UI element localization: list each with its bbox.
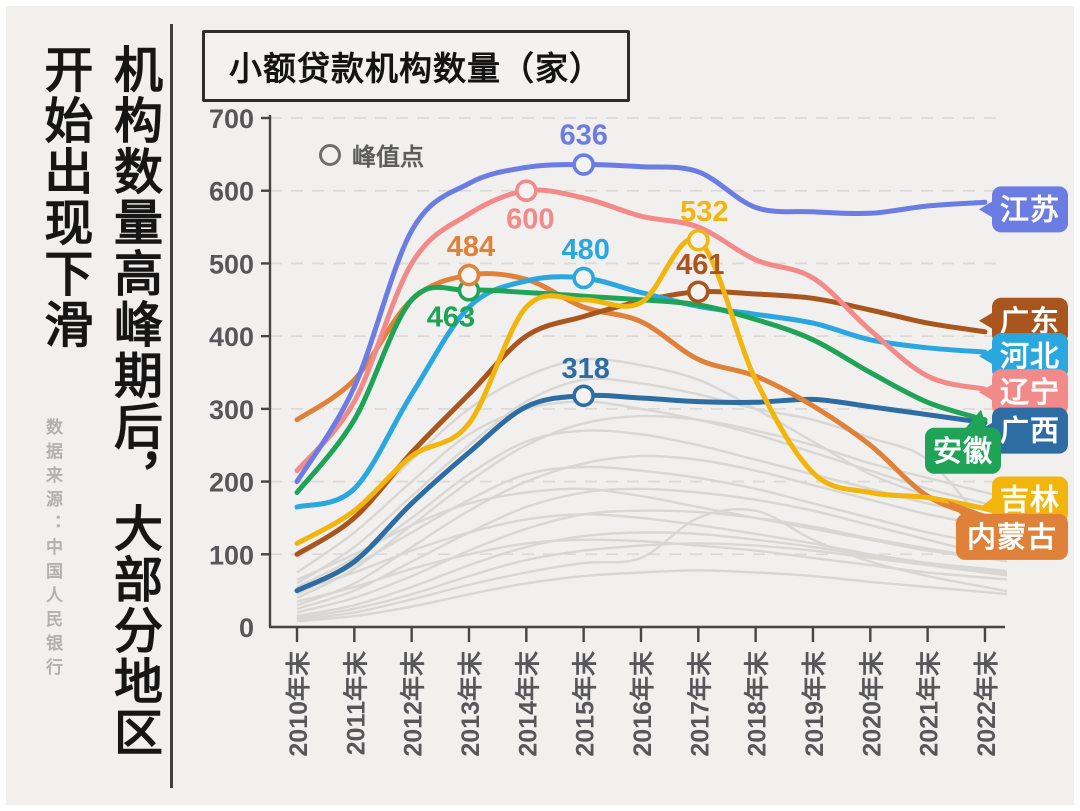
background-line xyxy=(296,429,1008,589)
series-label-tail-hebei xyxy=(979,347,994,366)
x-tick-label: 2021年末 xyxy=(915,651,944,757)
x-tick-label: 2014年末 xyxy=(513,651,542,757)
series-label-text-hebei: 河北 xyxy=(1000,340,1060,373)
vertical-divider xyxy=(170,24,173,788)
background-line xyxy=(296,542,1008,620)
peak-marker-icon xyxy=(319,143,341,166)
series-line-jiangsu xyxy=(294,161,988,485)
series-label-pill-neimenggu xyxy=(956,513,1068,560)
x-tick-label: 2018年末 xyxy=(743,651,772,757)
series-label-pill-jiangsu xyxy=(992,186,1068,233)
series-label-pill-anhui xyxy=(925,427,1001,474)
data-source-note: 数据来源：中国人民银行 xyxy=(43,418,62,682)
y-tick-label: 400 xyxy=(209,322,254,352)
series-label-tail-neimenggu xyxy=(946,499,990,516)
y-tick-label: 700 xyxy=(209,104,254,134)
series-label-text-liaoning: 辽宁 xyxy=(1000,375,1060,409)
peak-value-anhui: 463 xyxy=(427,301,475,333)
peak-value-jiangsu: 636 xyxy=(559,120,607,152)
series-label-pill-guangdong xyxy=(992,297,1068,344)
background-line xyxy=(296,357,1008,559)
x-tick-label: 2013年末 xyxy=(456,651,485,757)
series-line-hebei xyxy=(294,274,988,510)
x-tick-label: 2017年末 xyxy=(685,651,714,757)
series-label-pill-guangxi xyxy=(992,407,1068,454)
peak-value-liaoning: 600 xyxy=(506,204,554,236)
y-tick-label: 100 xyxy=(209,540,254,570)
x-tick-label: 2022年末 xyxy=(972,651,1001,757)
series-label-tail-guangdong xyxy=(979,311,994,330)
background-line xyxy=(296,465,1008,596)
x-tick-label: 2015年末 xyxy=(571,651,600,757)
series-line-anhui xyxy=(294,284,988,495)
series-label-pill-liaoning xyxy=(992,369,1068,416)
background-line xyxy=(296,400,1008,574)
background-line xyxy=(296,487,1008,581)
peak-marker-guangxi xyxy=(572,384,595,408)
peak-value-guangdong: 461 xyxy=(676,249,724,281)
x-tick-label: 2010年末 xyxy=(284,651,313,757)
peak-value-neimenggu: 484 xyxy=(447,231,495,263)
background-line xyxy=(296,454,1008,607)
background-line xyxy=(296,507,1008,621)
page-title: 机构数量高峰期后，大部分地区开始出现下滑 xyxy=(37,44,161,758)
y-tick-label: 200 xyxy=(209,468,254,498)
x-tick-label: 2011年末 xyxy=(341,651,370,755)
x-tick-label: 2012年末 xyxy=(399,651,428,757)
series-label-text-jilin: 吉林 xyxy=(1000,483,1060,516)
peak-marker-guangdong xyxy=(687,280,710,304)
peak-value-hebei: 480 xyxy=(561,234,609,266)
background-line xyxy=(296,569,1008,623)
peak-marker-hebei xyxy=(572,266,595,290)
peak-marker-jiangsu xyxy=(572,153,595,176)
series-label-text-neimenggu: 内蒙古 xyxy=(967,521,1057,554)
y-tick-label: 600 xyxy=(209,177,254,207)
x-tick-label: 2019年末 xyxy=(800,651,829,757)
series-label-tail-jilin xyxy=(978,496,994,514)
series-label-text-jiangsu: 江苏 xyxy=(1000,193,1060,226)
series-label-tail-liaoning xyxy=(979,383,994,402)
series-label-tail-jiangsu xyxy=(979,200,994,219)
peak-value-jilin: 532 xyxy=(680,196,728,228)
series-line-guangxi xyxy=(294,392,988,594)
series-line-liaoning xyxy=(294,187,988,474)
series-label-text-anhui: 安徽 xyxy=(933,435,993,468)
background-line xyxy=(296,513,1008,592)
x-tick-label: 2016年末 xyxy=(628,651,657,757)
peak-value-guangxi: 318 xyxy=(561,353,609,385)
peak-marker-neimenggu xyxy=(457,263,481,287)
y-tick-label: 300 xyxy=(209,395,254,425)
x-tick-label: 2020年末 xyxy=(857,651,886,757)
series-label-text-guangdong: 广东 xyxy=(1000,304,1060,338)
series-label-tail-anhui xyxy=(965,409,987,429)
series-line-jilin xyxy=(294,236,988,546)
background-line xyxy=(296,487,1008,610)
chart-title: 小额贷款机构数量（家） xyxy=(202,30,630,102)
background-line xyxy=(296,509,1008,614)
series-label-pill-jilin xyxy=(992,476,1068,523)
series-label-text-guangxi: 广西 xyxy=(1000,415,1060,448)
legend-label: 峰值点 xyxy=(352,144,424,171)
peak-marker-jilin xyxy=(687,228,710,252)
peak-marker-liaoning xyxy=(515,179,538,203)
y-tick-label: 0 xyxy=(239,613,254,643)
legend-peak-point: 峰值点 xyxy=(319,137,424,172)
series-label-pill-hebei xyxy=(992,333,1068,380)
y-tick-label: 500 xyxy=(209,249,254,279)
